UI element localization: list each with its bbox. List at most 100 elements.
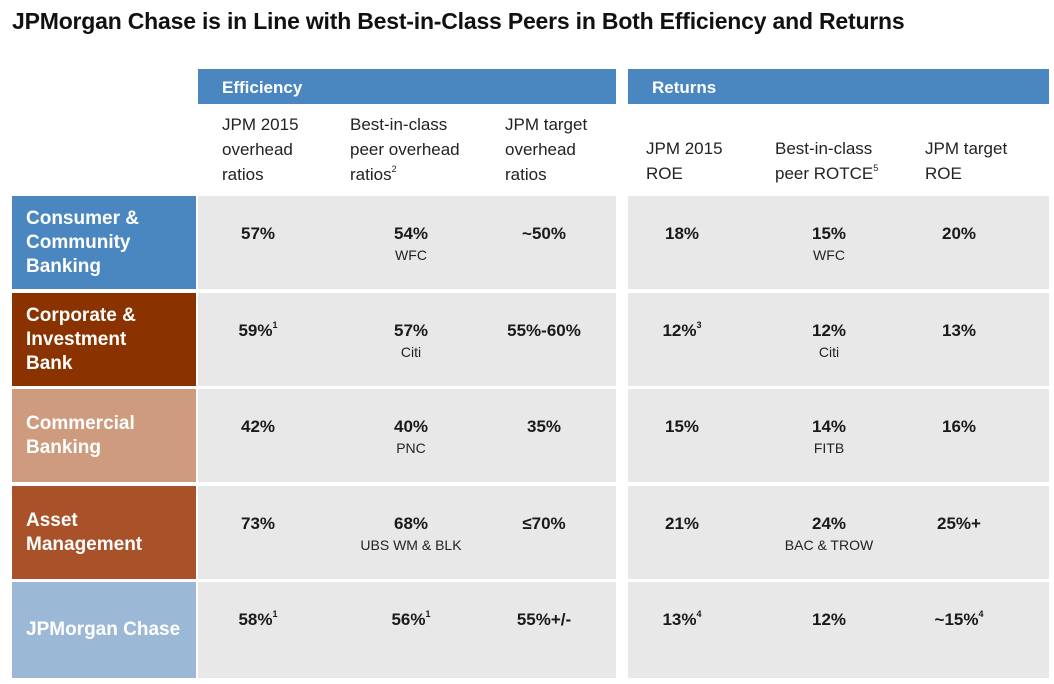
row-label-text: JPMorgan Chase	[26, 618, 180, 642]
ret-jpm-value: 18%	[622, 224, 742, 244]
footnote-marker: 2	[391, 164, 397, 175]
eff-target-value: 35%	[484, 417, 604, 437]
col-header-line: JPM target	[505, 115, 588, 134]
row-label: Commercial Banking	[12, 389, 196, 482]
cell-value: 24%	[811, 514, 847, 533]
cell-value: 12%	[811, 610, 847, 629]
returns-panel	[628, 196, 1049, 289]
eff-peer-name: WFC	[395, 247, 427, 263]
ret-peer-name: WFC	[813, 247, 845, 263]
eff-jpm-value: 42%	[198, 417, 318, 437]
cell-value: 12%	[811, 321, 847, 340]
row-label-text: Consumer & Community Banking	[26, 207, 139, 279]
efficiency-panel	[198, 486, 616, 579]
col-header-line: JPM 2015	[222, 115, 299, 134]
cell-value: 16%	[941, 417, 977, 436]
cell-value: 40%	[393, 417, 429, 436]
eff-peer-value: 40%	[351, 417, 471, 437]
row-label-line: JPMorgan Chase	[26, 619, 181, 640]
eff-target-value: 55%+/-	[484, 610, 604, 630]
returns-panel	[628, 486, 1049, 579]
col-header-line: JPM target	[925, 139, 1008, 158]
cell-value: 42%	[240, 417, 276, 436]
returns-panel	[628, 293, 1049, 386]
efficiency-panel	[198, 389, 616, 482]
col-header-line: peer overhead	[350, 140, 460, 159]
cell-value: 35%	[526, 417, 562, 436]
ret-jpm-value: 13%4	[622, 610, 742, 630]
ret-target-value: 16%	[899, 417, 1019, 437]
eff-peer-value: 68%	[351, 514, 471, 534]
ret-peer-value: 24%	[769, 514, 889, 534]
eff-jpm-value: 57%	[198, 224, 318, 244]
cell-value: 57%	[240, 224, 276, 243]
eff-peer-value: 56%1	[351, 610, 471, 630]
returns-panel	[628, 582, 1049, 678]
row-label-line: Consumer &	[26, 207, 139, 229]
eff-target-value: 55%-60%	[484, 321, 604, 341]
efficiency-panel	[198, 196, 616, 289]
col-header-line: ROE	[646, 164, 683, 183]
eff-jpm-value: 73%	[198, 514, 318, 534]
row-label: Consumer & Community Banking	[12, 196, 196, 289]
col-header-eff-target: JPM target overhead ratios	[505, 112, 587, 187]
ret-peer-value: 15%	[769, 224, 889, 244]
col-header-line: overhead	[222, 140, 293, 159]
cell-value: 55%+/-	[516, 610, 572, 629]
cell-value: 58%	[238, 610, 273, 629]
row-label-line: Commercial	[26, 412, 135, 434]
cell-value: ≤70%	[522, 514, 566, 533]
col-header-eff-jpm: JPM 2015 overhead ratios	[222, 112, 299, 187]
eff-peer-value: 57%	[351, 321, 471, 341]
col-header-ret-jpm: JPM 2015 ROE	[646, 136, 723, 186]
col-header-line: ratios	[222, 165, 264, 184]
cell-value: 25%+	[937, 514, 981, 533]
col-header-line: overhead	[505, 140, 576, 159]
row-label: JPMorgan Chase	[12, 582, 196, 678]
ret-jpm-value: 21%	[622, 514, 742, 534]
cell-value: 18%	[664, 224, 700, 243]
cell-value: 15%	[664, 417, 700, 436]
ret-peer-value: 12%	[769, 610, 889, 630]
cell-value: 59%	[238, 321, 273, 340]
footnote-marker: 5	[873, 163, 879, 174]
ret-target-value: 25%+	[899, 514, 1019, 534]
col-header-eff-peer: Best-in-class peer overhead ratios2	[350, 112, 460, 187]
cell-value: 73%	[240, 514, 276, 533]
col-header-line: Best-in-class	[775, 139, 873, 158]
col-header-text: peer ROTCE	[775, 164, 874, 183]
row-label-line: Banking	[26, 436, 101, 458]
ret-peer-name: FITB	[813, 440, 845, 456]
cell-value: 54%	[393, 224, 429, 243]
cell-value: 20%	[941, 224, 977, 243]
eff-peer-name: UBS WM & BLK	[360, 537, 462, 553]
ret-peer-value: 14%	[769, 417, 889, 437]
footnote-marker: 1	[272, 320, 278, 331]
efficiency-header: Efficiency	[198, 69, 616, 104]
returns-panel	[628, 389, 1049, 482]
efficiency-panel	[198, 293, 616, 386]
row-label-text: Commercial Banking	[26, 412, 135, 460]
cell-value: 13%	[941, 321, 977, 340]
eff-target-value: ≤70%	[484, 514, 604, 534]
col-header-line: ratios2	[350, 162, 460, 187]
footnote-marker: 4	[978, 609, 984, 620]
cell-value: 13%	[662, 610, 697, 629]
cell-value: 12%	[662, 321, 697, 340]
row-label-line: Corporate &	[26, 304, 136, 326]
eff-jpm-value: 59%1	[198, 321, 318, 341]
col-header-ret-peer: Best-in-class peer ROTCE5	[775, 136, 878, 186]
row-label-line: Asset	[26, 509, 78, 531]
cell-value: 15%	[811, 224, 847, 243]
footnote-marker: 1	[272, 609, 278, 620]
col-header-line: ROE	[925, 164, 962, 183]
ret-peer-value: 12%	[769, 321, 889, 341]
ret-target-value: 20%	[899, 224, 1019, 244]
footnote-marker: 1	[425, 609, 431, 620]
cell-value: ~50%	[522, 224, 566, 243]
eff-peer-value: 54%	[351, 224, 471, 244]
page-title: JPMorgan Chase is in Line with Best-in-C…	[12, 8, 905, 34]
col-header-line: JPM 2015	[646, 139, 723, 158]
returns-header: Returns	[628, 69, 1049, 104]
cell-value: 68%	[393, 514, 429, 533]
